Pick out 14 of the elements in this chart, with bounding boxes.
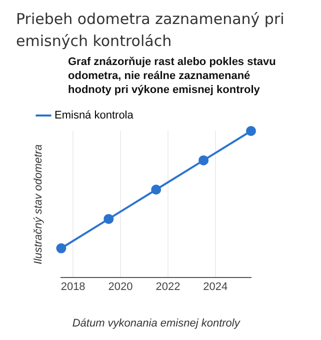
- legend-label: Emisná kontrola: [54, 110, 134, 122]
- x-tick-label: 2020: [108, 281, 133, 294]
- point: [246, 126, 256, 136]
- x-tick-label: 2018: [60, 281, 86, 294]
- chart-title: Priebeh odometra zaznamenaný pri emisných kontrolách: [16, 9, 286, 52]
- point: [56, 243, 66, 254]
- y-axis-title: Ilustračný stav odometra: [32, 144, 45, 264]
- point: [151, 184, 162, 195]
- point: [198, 155, 209, 166]
- x-tick-label: 2024: [203, 281, 228, 294]
- chart-subtitle: Graf znázorňuje rast alebo pokles stavu odometra, nie reálne zaznamenané hodnoty pri výkone emisnej kontroly: [68, 55, 277, 97]
- x-axis-title: Dátum vykonania emisnej kontroly: [72, 317, 242, 330]
- point: [104, 214, 114, 224]
- x-tick-label: 2022: [156, 281, 180, 294]
